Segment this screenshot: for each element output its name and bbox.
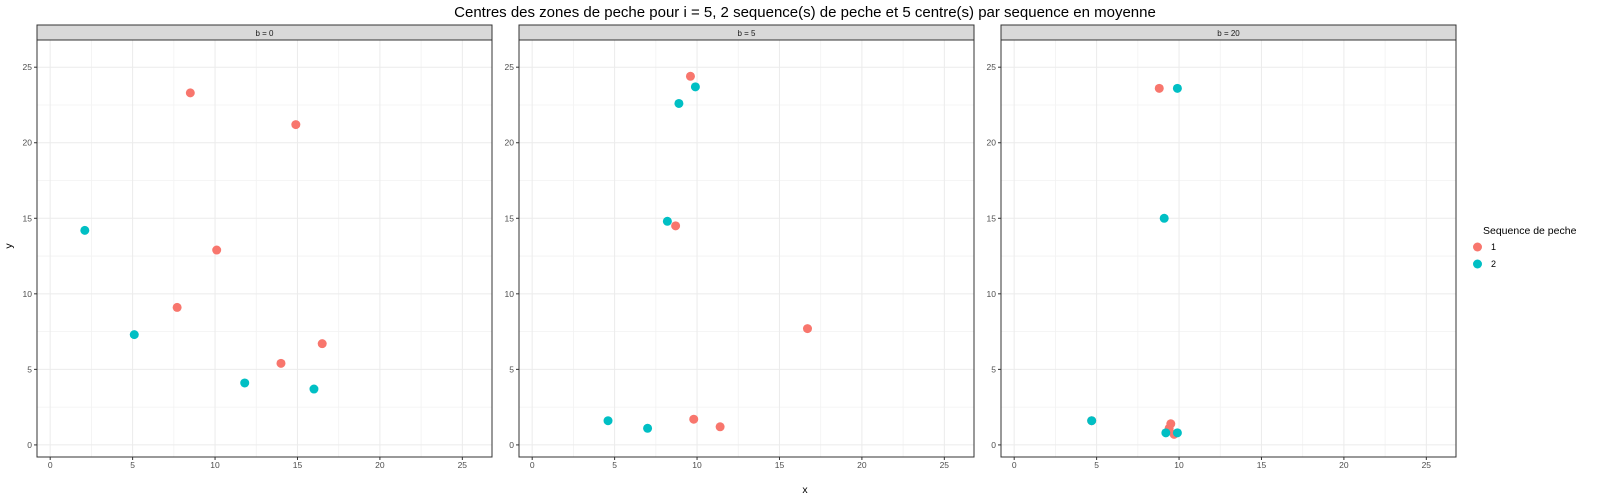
y-tick-label: 15 <box>505 213 515 223</box>
x-tick-label: 25 <box>940 460 950 470</box>
data-point-sequence-1 <box>185 88 195 98</box>
x-tick-label: 10 <box>210 460 220 470</box>
facet-panel: b = 0 0 5 10 15 20 25 0 5 10 15 20 25 <box>23 24 493 470</box>
x-tick-label: 20 <box>375 460 385 470</box>
y-tick-label: 15 <box>987 213 997 223</box>
facet-panel: b = 5 0 5 10 15 20 25 0 5 10 15 20 25 <box>505 24 975 470</box>
y-tick-label: 20 <box>505 138 515 148</box>
facet-panels: b = 0 0 5 10 15 20 25 0 5 10 15 20 25 b = 5 0 5 10 15 20 25… <box>23 24 1457 470</box>
y-tick-label: 10 <box>23 289 33 299</box>
y-tick-label: 0 <box>509 440 514 450</box>
data-point-sequence-2 <box>662 216 672 226</box>
data-point-sequence-2 <box>1159 213 1169 223</box>
data-point-sequence-1 <box>291 120 301 130</box>
data-point-sequence-1 <box>671 221 681 231</box>
x-tick-label: 15 <box>293 460 303 470</box>
x-tick-label: 0 <box>530 460 535 470</box>
x-tick-label: 5 <box>1094 460 1099 470</box>
data-point-sequence-2 <box>80 225 90 235</box>
x-tick-label: 20 <box>1339 460 1349 470</box>
data-point-sequence-2 <box>1172 428 1182 438</box>
y-axis-label: y <box>3 243 15 249</box>
data-point-sequence-2 <box>1087 416 1097 426</box>
data-point-sequence-1 <box>317 339 327 349</box>
plot-background <box>1001 40 1456 457</box>
x-tick-label: 15 <box>775 460 785 470</box>
y-tick-label: 0 <box>27 440 32 450</box>
data-point-sequence-2 <box>690 82 700 92</box>
y-tick-label: 20 <box>23 138 33 148</box>
legend-label: 1 <box>1491 242 1496 252</box>
y-tick-label: 15 <box>23 213 33 223</box>
y-tick-label: 25 <box>987 62 997 72</box>
x-tick-label: 25 <box>458 460 468 470</box>
data-point-sequence-1 <box>212 245 222 255</box>
x-tick-label: 25 <box>1422 460 1432 470</box>
x-tick-label: 10 <box>1174 460 1184 470</box>
data-point-sequence-2 <box>129 330 139 340</box>
panel-border <box>1000 39 1457 458</box>
data-point-sequence-2 <box>643 423 653 433</box>
data-point-sequence-1 <box>689 414 699 424</box>
x-axis-label: x <box>802 484 808 496</box>
y-tick-label: 25 <box>505 62 515 72</box>
legend-key-point <box>1473 259 1482 269</box>
y-tick-label: 10 <box>987 289 997 299</box>
legend-title: Sequence de peche <box>1483 225 1577 237</box>
y-tick-label: 0 <box>991 440 996 450</box>
data-point-sequence-1 <box>685 71 695 81</box>
data-point-sequence-1 <box>715 422 725 432</box>
x-tick-label: 20 <box>857 460 867 470</box>
y-tick-label: 5 <box>27 364 32 374</box>
panel-border <box>36 39 493 458</box>
data-point-sequence-2 <box>603 416 613 426</box>
facet-strip-label: b = 0 <box>255 29 274 38</box>
data-point-sequence-1 <box>802 324 812 334</box>
data-point-sequence-1 <box>276 358 286 368</box>
data-point-sequence-2 <box>309 384 319 394</box>
y-tick-label: 5 <box>509 364 514 374</box>
y-tick-label: 25 <box>23 62 33 72</box>
x-tick-label: 5 <box>612 460 617 470</box>
x-tick-label: 5 <box>130 460 135 470</box>
x-tick-label: 0 <box>48 460 53 470</box>
facet-strip-label: b = 20 <box>1217 29 1240 38</box>
chart-title: Centres des zones de peche pour i = 5, 2… <box>454 4 1156 21</box>
legend-key-point <box>1473 242 1482 252</box>
panel-border <box>518 39 975 458</box>
y-tick-label: 10 <box>505 289 515 299</box>
y-tick-label: 20 <box>987 138 997 148</box>
legend-label: 2 <box>1491 259 1496 269</box>
data-point-sequence-2 <box>240 378 250 388</box>
data-point-sequence-1 <box>1154 83 1164 93</box>
facet-strip-label: b = 5 <box>737 29 756 38</box>
x-tick-label: 15 <box>1257 460 1267 470</box>
plot-background <box>519 40 974 457</box>
legend: Sequence de peche 1 2 <box>1469 225 1577 273</box>
data-point-sequence-2 <box>1172 83 1182 93</box>
x-tick-label: 10 <box>692 460 702 470</box>
facet-panel: b = 20 0 5 10 15 20 25 0 5 10 15 20 25 <box>987 24 1457 470</box>
y-tick-label: 5 <box>991 364 996 374</box>
plot-background <box>37 40 492 457</box>
x-tick-label: 0 <box>1012 460 1017 470</box>
data-point-sequence-1 <box>172 302 182 312</box>
data-point-sequence-2 <box>1161 428 1171 438</box>
data-point-sequence-2 <box>674 98 684 108</box>
